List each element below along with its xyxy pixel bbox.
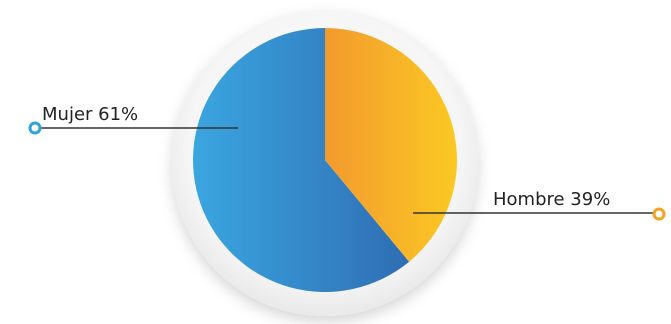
pie-slices <box>193 28 457 292</box>
hombre-marker-icon <box>652 207 666 221</box>
mujer-label: Mujer 61% <box>42 104 138 125</box>
pie-slice-mujer <box>193 28 410 292</box>
pie-slice-hombre <box>325 28 457 262</box>
mujer-marker-icon <box>28 121 42 135</box>
hombre-label: Hombre 39% <box>493 189 610 210</box>
